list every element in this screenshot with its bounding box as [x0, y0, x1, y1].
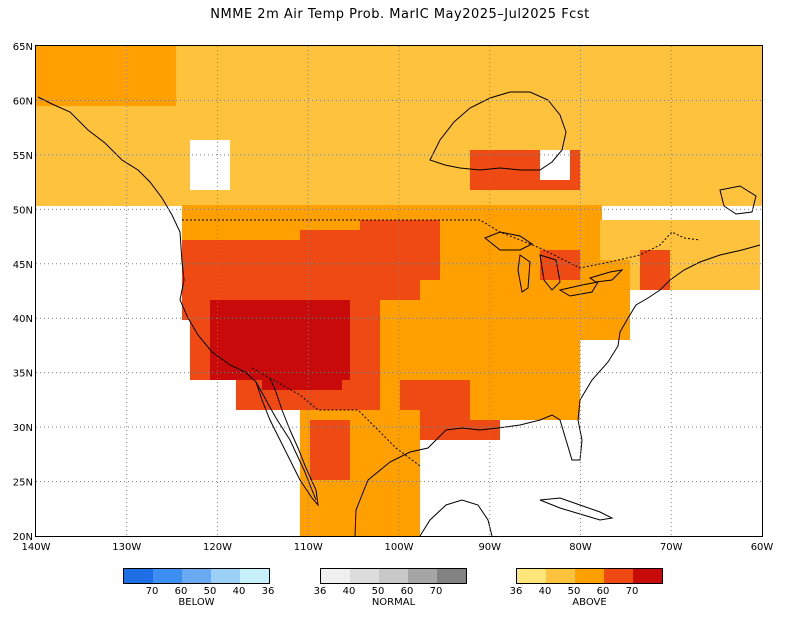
below-swatches: [123, 568, 270, 584]
great-lakes: [484, 231, 624, 297]
lat-tick-label: 35N: [13, 369, 33, 380]
legend-label: 60: [400, 586, 414, 597]
legend-swatch: [546, 569, 575, 583]
legend-label: 50: [203, 586, 217, 597]
legend-label: 36: [261, 586, 275, 597]
newfoundland: [719, 185, 757, 215]
probability-cell-block: [310, 420, 350, 480]
legend-label: 36: [313, 586, 327, 597]
above-labels: 36 40 50 60 70: [510, 584, 661, 598]
legend-label: 70: [625, 586, 639, 597]
probability-cell-block: [360, 220, 440, 280]
legend-swatch: [321, 569, 350, 583]
below-labels: 70 60 50 40 36: [123, 584, 275, 598]
lon-tick-label: 110W: [294, 542, 323, 553]
legend-swatch: [182, 569, 211, 583]
no-data-area: [190, 140, 230, 190]
gulf-of-mexico-coast: [354, 399, 583, 537]
lon-tick-label: 140W: [22, 542, 51, 553]
above-caption: ABOVE: [572, 597, 607, 608]
legend-label: 40: [342, 586, 356, 597]
longitude-labels: 140W 130W 120W 110W 100W 90W 80W 70W 60W: [22, 542, 774, 553]
legend-swatch: [240, 569, 269, 583]
legend-label: 70: [145, 586, 159, 597]
pacific-coast: [37, 96, 317, 501]
latitude-labels: 20N 25N 30N 35N 40N 45N 50N 55N 60N 65N: [13, 42, 33, 543]
map-frame: [35, 45, 763, 537]
lon-tick-label: 60W: [751, 542, 774, 553]
probability-cell-block: [540, 250, 580, 280]
probability-cell-block: [36, 46, 176, 106]
lon-tick-label: 130W: [112, 542, 141, 553]
cuba: [539, 497, 614, 521]
lat-tick-label: 20N: [13, 532, 33, 543]
legend-swatch: [517, 569, 546, 583]
legend-swatch: [379, 569, 408, 583]
map-title: NMME 2m Air Temp Prob. MarIC May2025–Jul…: [210, 7, 590, 22]
atlantic-coast: [579, 244, 761, 401]
lon-tick-label: 80W: [569, 542, 592, 553]
lat-tick-label: 25N: [13, 478, 33, 489]
map-figure: 140W 130W 120W 110W 100W 90W 80W 70W 60W 20N 25N 3…: [13, 42, 774, 553]
us-mexico-border: [251, 367, 421, 467]
baja-peninsula: [255, 377, 319, 507]
legend-swatch: [124, 569, 153, 583]
legend-swatch: [408, 569, 437, 583]
legend-below: 70 60 50 40 36 BELOW: [123, 568, 275, 608]
legend-swatch: [437, 569, 466, 583]
legend-swatch: [575, 569, 604, 583]
hudson-bay: [429, 91, 567, 171]
us-canada-border: [182, 219, 701, 269]
legend-label: 40: [538, 586, 552, 597]
lat-tick-label: 65N: [13, 42, 33, 53]
normal-swatches: [320, 568, 467, 584]
below-caption: BELOW: [178, 597, 215, 608]
normal-labels: 36 40 50 60 70: [314, 584, 465, 598]
legend-label: 60: [596, 586, 610, 597]
lon-tick-label: 90W: [478, 542, 501, 553]
legend-above: 36 40 50 60 70 ABOVE: [510, 568, 663, 608]
lat-tick-label: 50N: [13, 205, 33, 216]
legend-label: 40: [232, 586, 246, 597]
lon-tick-label: 120W: [203, 542, 232, 553]
legend-label: 50: [371, 586, 385, 597]
legend-swatch: [604, 569, 633, 583]
coastlines: [37, 91, 761, 537]
lat-tick-label: 60N: [13, 96, 33, 107]
legend-swatch: [633, 569, 662, 583]
above-swatches: [516, 568, 663, 584]
legend-swatch: [211, 569, 240, 583]
no-data-area: [640, 290, 762, 400]
probability-cell-block: [262, 320, 342, 390]
legend-label: 60: [174, 586, 188, 597]
probability-cell-block: [470, 360, 580, 420]
no-data-area: [236, 470, 296, 536]
lat-tick-label: 55N: [13, 151, 33, 162]
legend-label: 36: [509, 586, 523, 597]
probability-cell-block: [176, 46, 296, 86]
lat-tick-label: 30N: [13, 423, 33, 434]
lat-tick-label: 45N: [13, 260, 33, 271]
gridlines: [36, 46, 762, 536]
legend-label: 70: [429, 586, 443, 597]
lon-tick-label: 70W: [660, 542, 683, 553]
legend-normal: 36 40 50 60 70 NORMAL: [314, 568, 467, 608]
legend-label: 50: [567, 586, 581, 597]
probability-cell-block: [640, 250, 670, 290]
no-data-area: [420, 440, 580, 536]
normal-caption: NORMAL: [371, 597, 416, 608]
political-borders: [182, 219, 701, 467]
legend-swatch: [153, 569, 182, 583]
legend-swatch: [350, 569, 379, 583]
no-data-area: [36, 380, 236, 536]
lon-tick-label: 100W: [385, 542, 414, 553]
yucatan: [419, 499, 493, 537]
lat-tick-label: 40N: [13, 314, 33, 325]
